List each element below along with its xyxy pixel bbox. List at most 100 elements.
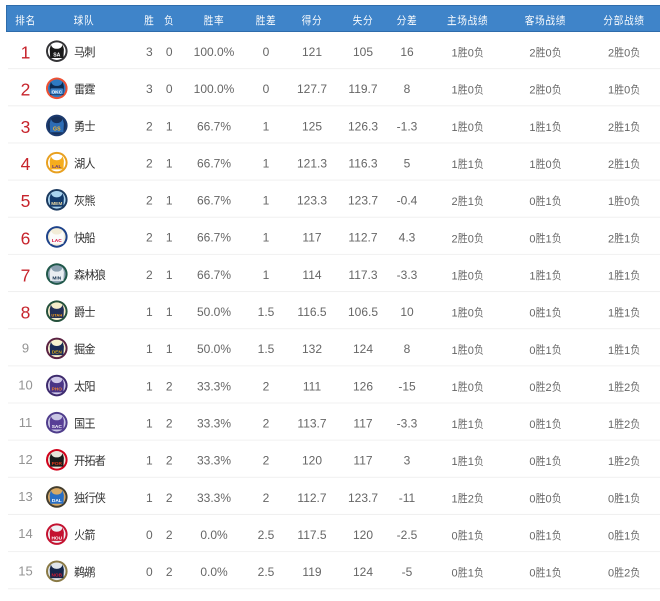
svg-text:1: 1 bbox=[608, 308, 614, 320]
svg-text:-3.3: -3.3 bbox=[397, 416, 418, 430]
svg-text:126.3: 126.3 bbox=[348, 119, 378, 133]
svg-text:16: 16 bbox=[400, 45, 414, 59]
svg-text:1: 1 bbox=[468, 531, 474, 543]
svg-text:1: 1 bbox=[608, 419, 614, 431]
svg-text:0: 0 bbox=[529, 233, 535, 245]
svg-text:100.0%: 100.0% bbox=[194, 82, 235, 96]
svg-text:1: 1 bbox=[546, 122, 552, 134]
svg-text:100.0%: 100.0% bbox=[194, 45, 235, 59]
svg-text:33.3%: 33.3% bbox=[197, 491, 231, 505]
svg-text:127.7: 127.7 bbox=[297, 82, 327, 96]
svg-text:-1.3: -1.3 bbox=[397, 119, 418, 133]
svg-text:0: 0 bbox=[166, 45, 173, 59]
svg-text:SAC: SAC bbox=[52, 424, 63, 430]
svg-text:2: 2 bbox=[452, 233, 458, 245]
svg-text:117.5: 117.5 bbox=[297, 528, 326, 542]
svg-text:116.3: 116.3 bbox=[348, 156, 377, 170]
svg-text:120: 120 bbox=[353, 528, 373, 542]
svg-text:1: 1 bbox=[452, 456, 458, 468]
svg-text:1: 1 bbox=[166, 231, 173, 245]
svg-text:1: 1 bbox=[452, 382, 458, 394]
svg-text:0: 0 bbox=[529, 419, 535, 431]
svg-text:0: 0 bbox=[608, 531, 614, 543]
svg-text:4.3: 4.3 bbox=[399, 231, 416, 245]
svg-text:1: 1 bbox=[624, 345, 630, 357]
svg-text:0: 0 bbox=[452, 568, 458, 580]
svg-text:10: 10 bbox=[18, 378, 32, 393]
svg-text:3: 3 bbox=[146, 82, 153, 96]
svg-text:2: 2 bbox=[146, 194, 153, 208]
svg-text:0: 0 bbox=[529, 382, 535, 394]
svg-text:33.3%: 33.3% bbox=[197, 379, 231, 393]
svg-text:50.0%: 50.0% bbox=[197, 342, 231, 356]
svg-text:111: 111 bbox=[303, 379, 322, 393]
svg-text:1: 1 bbox=[452, 122, 458, 134]
svg-text:1: 1 bbox=[146, 342, 153, 356]
svg-text:0: 0 bbox=[546, 48, 552, 60]
svg-text:0: 0 bbox=[529, 196, 535, 208]
svg-text:8: 8 bbox=[21, 303, 31, 323]
svg-text:2: 2 bbox=[624, 419, 630, 431]
svg-text:1: 1 bbox=[624, 531, 630, 543]
svg-text:2: 2 bbox=[146, 268, 153, 282]
svg-text:1: 1 bbox=[624, 122, 630, 134]
svg-text:66.7%: 66.7% bbox=[197, 194, 231, 208]
svg-text:117: 117 bbox=[353, 454, 372, 468]
svg-text:4: 4 bbox=[21, 154, 31, 174]
svg-text:1: 1 bbox=[166, 156, 173, 170]
svg-text:1: 1 bbox=[452, 493, 458, 505]
svg-text:2: 2 bbox=[546, 382, 552, 394]
svg-text:2: 2 bbox=[166, 528, 173, 542]
svg-text:2: 2 bbox=[166, 491, 173, 505]
svg-text:1: 1 bbox=[546, 308, 552, 320]
svg-text:1: 1 bbox=[452, 270, 458, 282]
svg-text:6: 6 bbox=[21, 228, 31, 248]
svg-text:124: 124 bbox=[353, 565, 373, 579]
svg-text:8: 8 bbox=[404, 342, 411, 356]
svg-text:1: 1 bbox=[546, 456, 552, 468]
svg-text:33.3%: 33.3% bbox=[197, 416, 231, 430]
svg-text:5: 5 bbox=[404, 156, 411, 170]
svg-text:15: 15 bbox=[18, 563, 32, 578]
svg-text:0.0%: 0.0% bbox=[200, 528, 228, 542]
svg-text:0: 0 bbox=[624, 85, 630, 97]
svg-text:1.5: 1.5 bbox=[258, 305, 275, 319]
svg-text:14: 14 bbox=[18, 526, 32, 541]
svg-text:2: 2 bbox=[263, 379, 270, 393]
svg-text:121.3: 121.3 bbox=[297, 156, 327, 170]
svg-text:3: 3 bbox=[404, 454, 411, 468]
svg-text:2: 2 bbox=[624, 382, 630, 394]
svg-text:2: 2 bbox=[263, 491, 270, 505]
svg-text:2: 2 bbox=[166, 565, 173, 579]
svg-text:1: 1 bbox=[146, 491, 153, 505]
svg-text:1: 1 bbox=[452, 48, 458, 60]
svg-text:0: 0 bbox=[263, 82, 270, 96]
svg-text:1: 1 bbox=[263, 231, 270, 245]
svg-text:1: 1 bbox=[468, 419, 474, 431]
svg-text:0: 0 bbox=[529, 308, 535, 320]
svg-text:1: 1 bbox=[263, 194, 270, 208]
svg-text:0.0%: 0.0% bbox=[200, 565, 228, 579]
svg-text:1: 1 bbox=[452, 308, 458, 320]
svg-text:1: 1 bbox=[624, 159, 630, 171]
svg-text:2.5: 2.5 bbox=[258, 565, 275, 579]
svg-text:1: 1 bbox=[166, 268, 173, 282]
svg-text:66.7%: 66.7% bbox=[197, 119, 231, 133]
svg-text:1: 1 bbox=[468, 159, 474, 171]
svg-text:MIN: MIN bbox=[52, 275, 61, 281]
svg-text:0: 0 bbox=[468, 308, 474, 320]
svg-text:1: 1 bbox=[263, 156, 270, 170]
svg-text:1: 1 bbox=[146, 454, 153, 468]
svg-text:0: 0 bbox=[529, 345, 535, 357]
svg-text:1: 1 bbox=[608, 345, 614, 357]
svg-text:2: 2 bbox=[529, 48, 535, 60]
svg-text:1: 1 bbox=[546, 196, 552, 208]
svg-text:0: 0 bbox=[546, 85, 552, 97]
svg-text:1: 1 bbox=[146, 416, 153, 430]
svg-text:2: 2 bbox=[166, 454, 173, 468]
svg-text:NOB: NOB bbox=[51, 572, 62, 578]
svg-text:1: 1 bbox=[608, 382, 614, 394]
svg-text:1: 1 bbox=[146, 305, 153, 319]
svg-text:PHO: PHO bbox=[52, 387, 63, 393]
svg-text:1: 1 bbox=[468, 568, 474, 580]
